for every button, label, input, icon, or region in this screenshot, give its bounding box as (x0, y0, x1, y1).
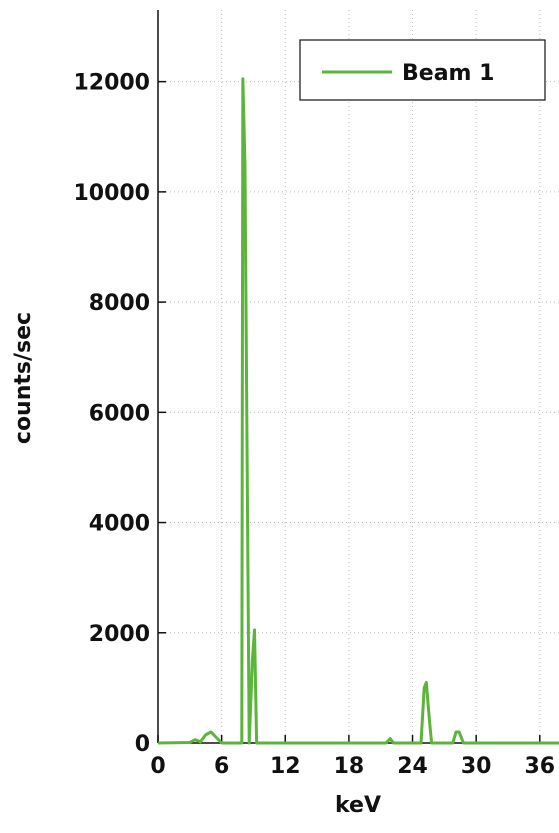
series-line (157, 77, 559, 745)
x-tick-label: 6 (214, 754, 229, 779)
y-tick-label: 8000 (89, 291, 150, 316)
x-tick-label: 12 (270, 754, 301, 779)
y-tick-label: 12000 (73, 71, 150, 96)
y-tick-label: 6000 (89, 401, 150, 426)
y-tick-label: 4000 (89, 512, 150, 537)
legend-label: Beam 1 (402, 61, 494, 86)
x-tick-label: 0 (150, 754, 165, 779)
legend-box (299, 39, 546, 101)
x-tick-label: 30 (461, 754, 492, 779)
x-tick-label: 18 (334, 754, 365, 779)
y-tick-label: 2000 (89, 622, 150, 647)
x-tick-label: 36 (524, 754, 555, 779)
x-axis-title: keV (335, 793, 381, 818)
y-tick-label: 10000 (73, 181, 150, 206)
y-axis-title: counts/sec (11, 312, 36, 444)
x-tick-label: 24 (397, 754, 428, 779)
y-tick-label: 0 (135, 732, 150, 757)
